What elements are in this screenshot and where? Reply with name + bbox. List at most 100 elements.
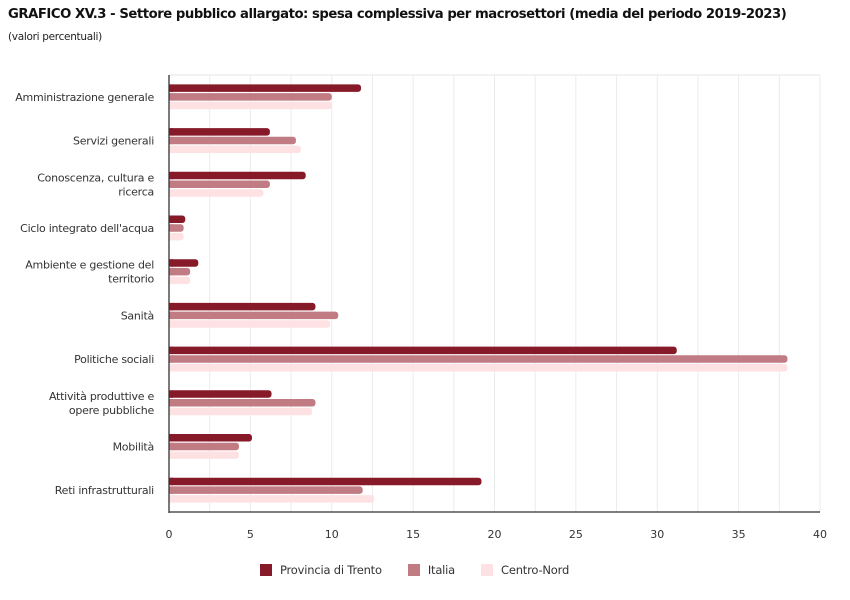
x-tick-label: 10 — [325, 528, 339, 541]
bar-provincia-di-trento — [169, 215, 186, 223]
category-label: Ciclo integrato dell'acqua — [20, 222, 154, 235]
x-tick-label: 0 — [166, 528, 173, 541]
bar-italia — [169, 399, 316, 407]
x-tick-label: 30 — [650, 528, 664, 541]
category-label-line: Ambiente e gestione del — [25, 259, 154, 272]
bar-base — [169, 84, 173, 92]
category-label: Conoscenza, cultura e ricerca — [37, 171, 154, 198]
bar-base — [169, 145, 173, 153]
bar-centro-nord — [169, 101, 332, 110]
bar-base — [169, 390, 173, 398]
bar-base — [169, 189, 173, 197]
bar-provincia-di-trento — [169, 128, 270, 136]
category-label-line: Reti infrastrutturali — [55, 484, 154, 497]
x-tick-label: 40 — [813, 528, 827, 541]
category-label-line: Politiche sociali — [74, 353, 154, 366]
category-label: Attività produttive e opere pubbliche — [49, 390, 155, 417]
bar-base — [169, 128, 173, 136]
axes — [168, 75, 820, 513]
bar-base — [169, 477, 173, 486]
x-tick-labels: 0 5 10 15 20 25 30 35 40 — [166, 528, 828, 541]
bar-italia — [169, 180, 270, 188]
bar-base — [169, 267, 173, 276]
category-label-line: ricerca — [118, 185, 154, 198]
category-label-line: territorio — [108, 273, 154, 286]
bar-centro-nord — [169, 189, 264, 197]
category-label-line: Ciclo integrato dell'acqua — [20, 222, 154, 235]
category-label: Amministrazione generale — [15, 91, 154, 104]
bar-provincia-di-trento — [169, 171, 306, 180]
legend-swatch-centro-nord — [481, 564, 494, 576]
category-label: Sanità — [121, 309, 154, 322]
bar-base — [169, 399, 173, 407]
chart-title: GRAFICO XV.3 - Settore pubblico allargat… — [8, 7, 787, 22]
category-label: Ambiente e gestione del territorio — [25, 259, 154, 286]
x-tick-label: 20 — [488, 528, 502, 541]
x-tick-label: 15 — [406, 528, 420, 541]
legend-label: Provincia di Trento — [280, 563, 382, 577]
category-labels: Amministrazione generale Servizi generali… — [15, 91, 154, 497]
bar-base — [169, 355, 173, 363]
legend: Provincia di Trento Italia Centro-Nord — [260, 563, 595, 577]
bar-provincia-di-trento — [169, 346, 677, 355]
bar-centro-nord — [169, 145, 301, 153]
bar-provincia-di-trento — [169, 434, 253, 442]
category-label: Politiche sociali — [74, 353, 154, 366]
category-label-line: Sanità — [121, 309, 154, 322]
category-label-line: Amministrazione generale — [15, 91, 154, 104]
legend-label: Italia — [427, 563, 456, 577]
bar-italia — [169, 311, 339, 320]
bar-base — [169, 434, 173, 442]
bar-base — [169, 259, 173, 267]
chart-subtitle: (valori percentuali) — [8, 31, 102, 43]
category-label: Reti infrastrutturali — [55, 484, 154, 497]
bar-base — [169, 276, 173, 285]
bar-base — [169, 136, 173, 145]
bar-base — [169, 346, 173, 355]
bar-centro-nord — [169, 495, 375, 503]
legend-swatch-italia — [407, 564, 420, 576]
bars — [169, 84, 788, 503]
legend-swatch-trento — [260, 564, 272, 576]
bar-base — [169, 442, 173, 451]
legend-item-provincia-di-trento[interactable]: Provincia di Trento — [260, 563, 382, 577]
bar-italia — [169, 355, 788, 363]
bar-base — [169, 93, 173, 101]
bar-base — [169, 232, 173, 241]
bar-provincia-di-trento — [169, 84, 362, 92]
bar-italia — [169, 486, 363, 494]
legend-label: Centro-Nord — [501, 563, 570, 577]
legend-item-centro-nord[interactable]: Centro-Nord — [481, 563, 569, 577]
bar-base — [169, 407, 173, 416]
bar-base — [169, 101, 173, 110]
x-tick-label: 25 — [569, 528, 583, 541]
bar-base — [169, 451, 173, 459]
bar-provincia-di-trento — [169, 477, 482, 486]
bar-base — [169, 180, 173, 188]
category-label: Mobilità — [113, 440, 154, 453]
bar-provincia-di-trento — [169, 259, 199, 267]
bar-base — [169, 302, 173, 311]
bar-italia — [169, 442, 239, 451]
bar-base — [169, 320, 173, 328]
bar-base — [169, 486, 173, 494]
x-tick-label: 35 — [732, 528, 746, 541]
bar-base — [169, 215, 173, 223]
bar-provincia-di-trento — [169, 390, 272, 398]
bar-centro-nord — [169, 276, 191, 285]
category-label-line: opere pubbliche — [69, 404, 155, 417]
bar-base — [169, 364, 173, 372]
bar-provincia-di-trento — [169, 302, 316, 311]
x-tick-label: 5 — [247, 528, 254, 541]
bar-centro-nord — [169, 320, 331, 328]
bar-italia — [169, 93, 332, 101]
category-label: Servizi generali — [73, 135, 154, 148]
bar-italia — [169, 136, 296, 145]
bar-base — [169, 495, 173, 503]
bar-italia — [169, 267, 191, 276]
legend-item-italia[interactable]: Italia — [407, 563, 456, 577]
category-label-line: Mobilità — [113, 440, 154, 453]
bar-base — [169, 311, 173, 320]
bar-centro-nord — [169, 407, 313, 416]
